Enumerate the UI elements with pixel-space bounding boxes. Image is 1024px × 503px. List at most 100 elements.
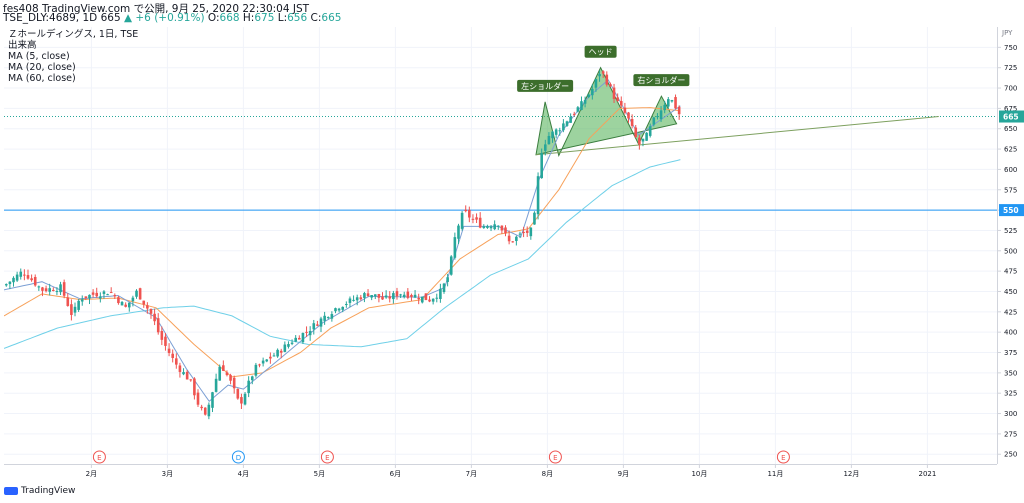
low-label: L:	[277, 12, 288, 24]
y-tick-label: 500	[1004, 247, 1017, 255]
candle-body	[449, 256, 453, 275]
candle-body	[525, 230, 529, 233]
candle-body	[381, 296, 384, 300]
legend: Ｚホールディングス, 1日, TSE 出来高 MA (5, close) MA …	[8, 29, 138, 84]
candle-body	[12, 277, 15, 283]
high-label: H:	[242, 12, 255, 24]
candle-body	[146, 305, 149, 309]
x-tick-label: 9月	[618, 470, 629, 478]
y-tick-label: 400	[1004, 329, 1017, 337]
candle-body	[164, 336, 167, 346]
event-marker	[548, 450, 562, 464]
candle-body	[294, 337, 297, 342]
x-tick-label: 7月	[466, 470, 477, 478]
candle-body	[316, 324, 319, 326]
candle-body	[572, 113, 576, 115]
y-tick-label: 525	[1004, 227, 1017, 235]
y-tick-label: 750	[1004, 44, 1017, 52]
candle-body	[601, 71, 605, 74]
candle-body	[109, 292, 113, 294]
candle-body	[616, 97, 619, 102]
y-tick-label: 600	[1004, 166, 1017, 174]
time-axis[interactable]: 2月 3月 4月 5月 6月 7月 8月 9月 10月 11月 12月 2021	[4, 464, 997, 479]
candle-body	[175, 358, 178, 365]
tradingview-logo-icon	[4, 487, 18, 495]
event-marker	[320, 450, 334, 464]
candle-body	[392, 293, 395, 300]
candle-body	[544, 144, 547, 151]
candle-body	[634, 127, 638, 138]
candle-body	[33, 276, 37, 286]
y-tick-label: 625	[1004, 146, 1017, 154]
candle-body	[243, 393, 247, 405]
candle-body	[214, 378, 218, 392]
candle-body	[370, 295, 373, 298]
y-tick-label: 300	[1004, 410, 1017, 418]
candle-body	[630, 119, 634, 126]
candle-body	[648, 126, 652, 136]
neckline-trendline	[535, 116, 939, 156]
candle-body	[52, 289, 55, 291]
candle-body	[182, 372, 185, 375]
y-tick-label: 425	[1004, 308, 1017, 316]
price-badge-550-bg	[999, 204, 1024, 217]
candle-body	[265, 359, 269, 362]
candle-body	[269, 356, 272, 359]
candle-body	[453, 237, 457, 258]
legend-ma20: MA (20, close)	[8, 62, 76, 73]
candle-body	[131, 297, 135, 302]
candle-body	[240, 397, 243, 404]
candle-body	[388, 296, 392, 299]
candle-body	[496, 225, 500, 227]
publish-line: fes408 TradingView.com で公開, 9月 25, 2020 …	[3, 3, 310, 15]
candle-body	[258, 364, 261, 366]
candle-body	[229, 375, 232, 381]
candle-body	[554, 129, 558, 135]
candle-body	[583, 99, 587, 104]
candle-body	[142, 300, 146, 305]
candle-body	[442, 283, 446, 293]
candle-body	[609, 84, 612, 87]
candle-body	[218, 366, 222, 381]
candle-body	[486, 226, 489, 228]
candle-body	[185, 371, 189, 380]
candle-body	[312, 323, 316, 330]
candle-body	[298, 337, 301, 340]
candle-body	[73, 306, 77, 313]
candle-body	[529, 227, 533, 237]
candle-body	[471, 218, 475, 220]
event-marker-label: E	[553, 454, 557, 462]
open-label: O:	[207, 12, 220, 24]
y-tick-label: 250	[1004, 451, 1017, 459]
candle-body	[677, 106, 681, 115]
legend-title: Ｚホールディングス, 1日, TSE	[8, 29, 139, 40]
y-tick-label: 725	[1004, 64, 1017, 72]
candle-body	[236, 388, 240, 399]
candle-body	[279, 350, 283, 353]
candle-body	[106, 294, 109, 296]
candle-body	[410, 294, 413, 297]
last-price: 665	[100, 12, 121, 24]
candle-body	[247, 380, 250, 394]
annotation-label: 右ショルダー	[637, 75, 685, 85]
candle-body	[211, 392, 214, 408]
candle-body	[44, 288, 48, 292]
x-tick-label: 4月	[238, 470, 249, 478]
candle-body	[533, 212, 536, 225]
candle-body	[468, 209, 471, 218]
candle-body	[26, 275, 30, 279]
event-marker	[231, 450, 245, 464]
price-axis[interactable]: JPY 250 275 300 325 350 375 400 425 450 475 500 525 5…	[997, 27, 1024, 464]
candle-body	[149, 309, 153, 314]
event-marker-label: E	[97, 454, 101, 462]
candle-body	[19, 271, 23, 277]
candle-body	[562, 123, 565, 131]
candle-body	[457, 225, 460, 239]
x-tick-label: 5月	[314, 470, 325, 478]
candle-body	[605, 74, 609, 85]
candle-body	[345, 304, 348, 306]
candle-body	[511, 241, 515, 243]
annotation-label: ヘッド	[589, 48, 613, 57]
close-label: C:	[310, 12, 322, 24]
